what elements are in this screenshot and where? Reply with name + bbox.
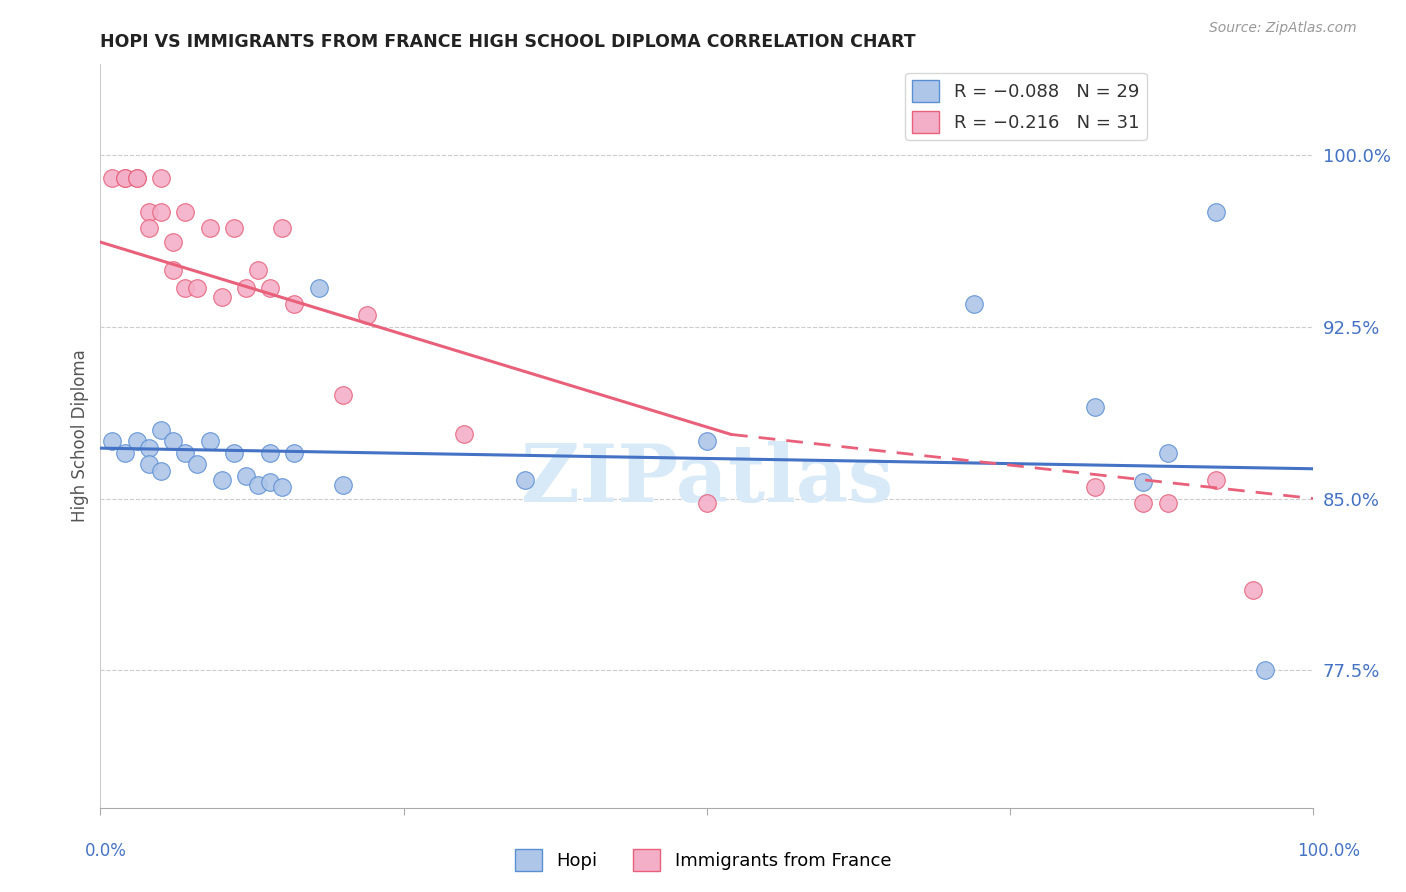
Point [150, 464, 173, 478]
Point [198, 434, 221, 449]
Point [235, 281, 257, 295]
Text: ZIPatlas: ZIPatlas [520, 442, 893, 519]
Point [1132, 496, 1154, 510]
Point [138, 441, 160, 455]
Y-axis label: High School Diploma: High School Diploma [72, 349, 89, 522]
Point [696, 496, 718, 510]
Text: 0.0%: 0.0% [84, 842, 127, 860]
Point [453, 427, 475, 442]
Point [259, 281, 281, 295]
Point [1254, 663, 1277, 677]
Point [162, 434, 184, 449]
Point [283, 446, 305, 460]
Point [114, 171, 136, 186]
Point [114, 171, 136, 186]
Point [259, 475, 281, 490]
Point [114, 446, 136, 460]
Point [1132, 475, 1154, 490]
Point [1157, 446, 1180, 460]
Point [150, 205, 173, 219]
Point [101, 171, 124, 186]
Point [211, 290, 233, 304]
Point [198, 221, 221, 235]
Point [1157, 496, 1180, 510]
Point [332, 388, 354, 402]
Point [247, 477, 270, 491]
Point [963, 297, 986, 311]
Point [138, 221, 160, 235]
Legend: R = −0.088   N = 29, R = −0.216   N = 31: R = −0.088 N = 29, R = −0.216 N = 31 [905, 72, 1146, 140]
Point [308, 281, 330, 295]
Point [186, 281, 208, 295]
Point [125, 434, 148, 449]
Point [271, 221, 294, 235]
Point [138, 457, 160, 471]
Legend: Hopi, Immigrants from France: Hopi, Immigrants from France [508, 842, 898, 879]
Point [696, 434, 718, 449]
Point [174, 446, 197, 460]
Point [513, 473, 536, 487]
Point [1205, 205, 1227, 219]
Text: HOPI VS IMMIGRANTS FROM FRANCE HIGH SCHOOL DIPLOMA CORRELATION CHART: HOPI VS IMMIGRANTS FROM FRANCE HIGH SCHO… [100, 33, 915, 51]
Point [283, 297, 305, 311]
Point [174, 281, 197, 295]
Point [150, 423, 173, 437]
Point [125, 171, 148, 186]
Point [1205, 473, 1227, 487]
Point [332, 477, 354, 491]
Text: 100.0%: 100.0% [1298, 842, 1360, 860]
Point [1084, 480, 1107, 494]
Point [222, 221, 245, 235]
Point [1084, 400, 1107, 414]
Point [259, 446, 281, 460]
Point [222, 446, 245, 460]
Point [235, 468, 257, 483]
Point [271, 480, 294, 494]
Point [211, 473, 233, 487]
Point [101, 434, 124, 449]
Point [138, 205, 160, 219]
Point [150, 171, 173, 186]
Point [162, 262, 184, 277]
Point [356, 309, 378, 323]
Point [125, 171, 148, 186]
Point [1241, 583, 1264, 598]
Point [174, 205, 197, 219]
Point [186, 457, 208, 471]
Point [162, 235, 184, 249]
Point [247, 262, 270, 277]
Text: Source: ZipAtlas.com: Source: ZipAtlas.com [1209, 21, 1357, 36]
